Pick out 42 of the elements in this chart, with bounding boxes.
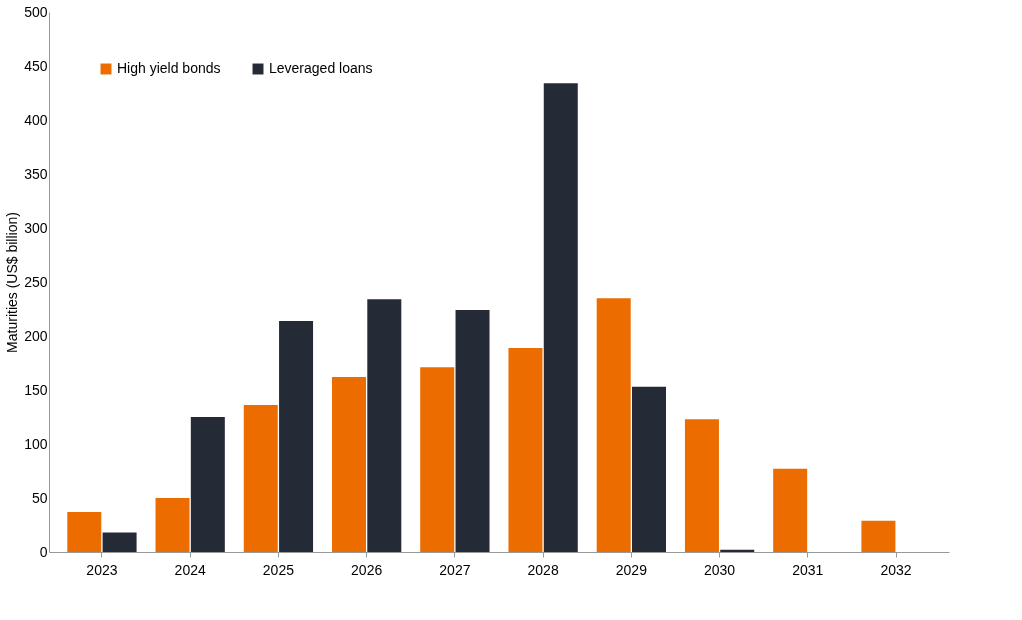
y-tick-label: 200 xyxy=(24,327,48,344)
y-tick-label: 500 xyxy=(24,3,48,20)
bar xyxy=(596,298,631,552)
y-tick-label: 400 xyxy=(24,111,48,128)
y-axis-title: Maturities (US$ billion) xyxy=(4,212,21,353)
y-tick-label: 50 xyxy=(31,489,48,506)
bar xyxy=(279,320,314,552)
bar xyxy=(243,405,278,552)
y-tick-label: 250 xyxy=(24,273,48,290)
x-tick-label: 2030 xyxy=(704,561,736,578)
y-tick-label: 100 xyxy=(24,435,48,452)
x-tick-label: 2032 xyxy=(880,561,912,578)
legend-label: Leveraged loans xyxy=(269,60,373,76)
y-tick-label: 150 xyxy=(24,381,48,398)
x-tick-label: 2023 xyxy=(86,561,118,578)
legend-label: High yield bonds xyxy=(117,60,221,76)
x-tick-label: 2025 xyxy=(262,561,295,578)
y-tick-label: 0 xyxy=(39,543,48,560)
bar xyxy=(773,468,808,552)
bar xyxy=(861,520,896,552)
x-tick-label: 2027 xyxy=(439,561,471,578)
x-tick-label: 2029 xyxy=(615,561,648,578)
bar xyxy=(67,512,102,552)
y-tick-label: 450 xyxy=(24,57,48,74)
x-tick-label: 2028 xyxy=(527,561,559,578)
bar xyxy=(367,299,402,552)
bar xyxy=(190,417,225,552)
x-tick-label: 2026 xyxy=(351,561,383,578)
bar xyxy=(632,386,666,552)
x-tick-label: 2024 xyxy=(174,561,206,578)
bar xyxy=(155,498,190,552)
bar xyxy=(102,532,137,552)
bar xyxy=(332,377,366,552)
y-tick-label: 300 xyxy=(24,219,48,236)
bar xyxy=(543,83,578,552)
bar xyxy=(420,367,455,552)
bar xyxy=(508,347,543,552)
y-tick-label: 350 xyxy=(24,165,48,182)
x-tick-label: 2031 xyxy=(792,561,824,578)
bar xyxy=(455,310,490,552)
bar xyxy=(720,549,755,552)
bar xyxy=(684,419,719,552)
